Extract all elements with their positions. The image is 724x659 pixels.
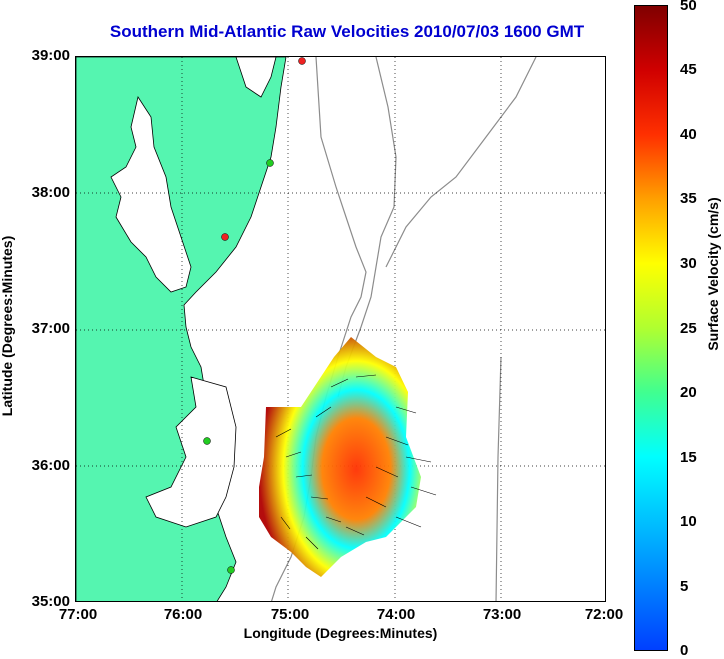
isobath-abyssal [495,356,502,601]
map-plot-area[interactable] [75,56,606,602]
colorbar-tick-label: 40 [680,126,697,143]
station-marker[interactable] [221,233,229,241]
colorbar-tick-label: 15 [680,449,697,466]
isobath-deep [385,57,537,268]
colorbar-tick-label: 30 [680,255,697,272]
station-marker[interactable] [266,159,274,167]
colorbar-tick-label: 10 [680,513,697,530]
colorbar-tick-label: 0 [680,642,689,659]
station-marker[interactable] [298,57,306,65]
chesapeake-bay [110,95,192,293]
delaware-bay [235,57,277,98]
colorbar-tick-label: 5 [680,578,689,595]
y-tick-label: 38:00 [31,184,70,201]
x-tick-label: 73:00 [482,606,522,623]
map-canvas [76,57,605,601]
colorbar-tick-label: 35 [680,190,697,207]
x-tick-label: 76:00 [163,606,203,623]
velocity-field [259,337,421,577]
colorbar-tick-label: 25 [680,320,697,337]
x-tick-label: 72:00 [584,606,624,623]
y-axis-label: Latitude (Degrees:Minutes) [0,235,15,417]
x-axis-label: Longitude (Degrees:Minutes) [243,625,438,641]
colorbar-label: Surface Velocity (cm/s) [705,197,721,351]
map-title: Southern Mid-Atlantic Raw Velocities 201… [109,22,585,41]
x-tick-label: 75:00 [270,606,310,623]
station-marker[interactable] [227,566,235,574]
station-marker[interactable] [203,437,211,445]
y-tick-label: 35:00 [31,593,70,610]
y-tick-label: 37:00 [31,320,70,337]
y-tick-label: 39:00 [31,47,70,64]
velocity-arrows [275,374,437,550]
pamlico-sound [145,376,237,528]
x-tick-label: 77:00 [58,606,98,623]
x-tick-label: 74:00 [376,606,416,623]
colorbar [634,5,668,651]
colorbar-tick-label: 20 [680,384,697,401]
grid-lines [76,57,605,601]
y-tick-label: 36:00 [31,457,70,474]
colorbar-tick-label: 50 [680,0,697,14]
colorbar-tick-label: 45 [680,61,697,78]
